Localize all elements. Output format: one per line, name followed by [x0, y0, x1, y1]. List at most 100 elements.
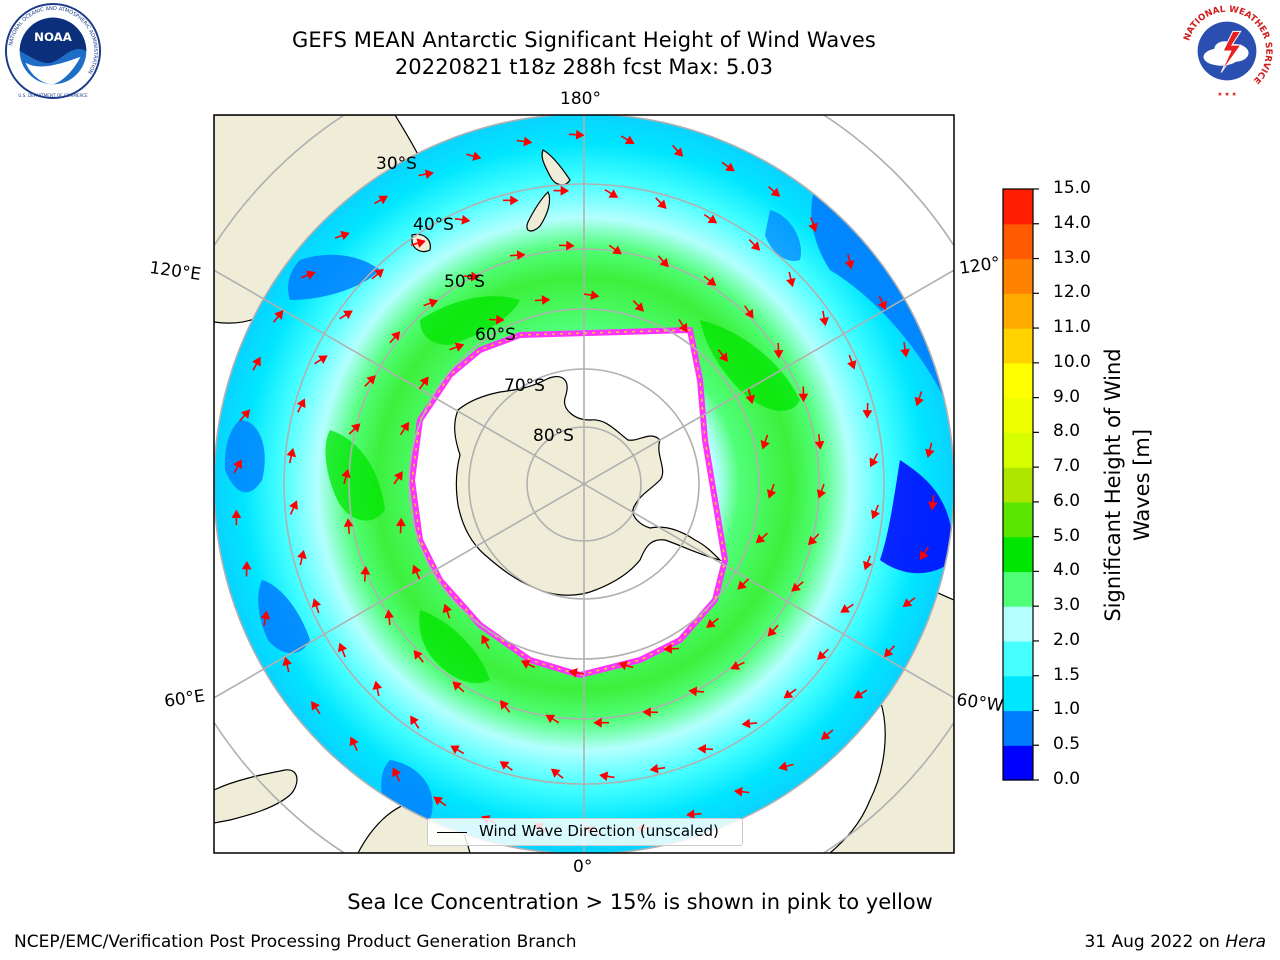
colorbar-border: [1002, 188, 1034, 781]
wave-direction-arrow: [786, 271, 796, 288]
footer-machine: Hera: [1225, 932, 1266, 952]
wave-direction-arrow: [348, 423, 361, 435]
wave-direction-arrow: [418, 376, 429, 390]
wave-direction-arrow: [703, 275, 717, 286]
colorbar-tick-label: 7.0: [1053, 456, 1081, 477]
colorbar-tick-label: 8.0: [1053, 421, 1081, 442]
wave-direction-arrow: [748, 239, 761, 251]
wave-direction-arrow: [688, 686, 704, 697]
wave-direction-arrow: [744, 305, 754, 319]
legend: Wind Wave Direction (unscaled): [427, 818, 743, 846]
wave-direction-arrow: [760, 434, 770, 450]
wave-direction-arrow: [520, 660, 536, 669]
footer-credit: NCEP/EMC/Verification Post Processing Pr…: [14, 932, 577, 952]
sea-ice-yellow-edge: [411, 329, 726, 676]
wave-direction-arrow: [433, 796, 447, 807]
wave-direction-arrow: [450, 745, 465, 755]
map-title: GEFS MEAN Antarctic Significant Height o…: [292, 28, 876, 52]
wave-direction-arrow: [360, 565, 371, 582]
colorbar-tick-label: 12.0: [1053, 282, 1091, 303]
wave-direction-arrow: [655, 197, 667, 209]
wave-direction-arrow: [663, 643, 680, 654]
colorbar-segment: [1003, 606, 1033, 642]
wave-direction-arrow: [686, 809, 702, 820]
wave-direction-arrow: [334, 230, 350, 241]
wave-direction-arrow: [412, 564, 421, 580]
colorbar-tick-label: 13.0: [1053, 247, 1091, 268]
wave-direction-arrow: [847, 354, 857, 370]
wave-direction-arrow: [300, 270, 316, 280]
wave-direction-arrow: [717, 349, 728, 362]
colorbar-segment: [1003, 189, 1033, 225]
colorbar-tick-label: 6.0: [1053, 490, 1081, 511]
plot-frame: [213, 114, 955, 854]
wave-direction-arrow: [452, 681, 465, 693]
sea-ice-note: Sea Ice Concentration > 15% is shown in …: [347, 890, 933, 914]
colorbar-segment: [1003, 571, 1033, 607]
wave-direction-arrow: [599, 771, 615, 782]
legend-line-swatch: [437, 832, 467, 833]
wave-direction-arrow: [364, 375, 376, 387]
wave-direction-arrow: [502, 195, 519, 206]
colorbar-segment: [1003, 432, 1033, 468]
svg-text:U.S. DEPARTMENT OF COMMERCE: U.S. DEPARTMENT OF COMMERCE: [18, 93, 88, 98]
wave-direction-arrow: [608, 244, 622, 255]
wave-direction-arrow: [649, 763, 666, 774]
wave-direction-arrow: [272, 310, 284, 323]
wave-direction-arrow: [869, 453, 879, 468]
wave-direction-arrow: [678, 319, 688, 333]
wave-direction-arrow: [919, 546, 929, 561]
wave-direction-arrow: [863, 555, 873, 571]
wave-direction-arrow: [233, 459, 242, 474]
lat-label-70s: 70°S: [504, 376, 545, 396]
colorbar-segment: [1003, 640, 1033, 677]
wave-direction-arrow: [341, 468, 351, 485]
wave-direction-arrow: [871, 504, 880, 520]
colorbar-tick-label: 10.0: [1053, 351, 1091, 372]
wave-direction-arrow: [395, 517, 406, 534]
colorbar-tick-label: 1.5: [1053, 664, 1081, 685]
wave-direction-arrow: [618, 660, 634, 671]
wave-direction-arrow: [374, 195, 388, 205]
colorbar-tick-label: 11.0: [1053, 317, 1091, 338]
wave-direction-arrow: [371, 268, 384, 280]
colorbar-segment: [1003, 745, 1033, 781]
wave-direction-arrow: [545, 714, 560, 724]
wave-direction-arrow: [767, 624, 779, 637]
wave-direction-arrow: [657, 255, 669, 268]
wave-direction-arrow: [311, 701, 321, 715]
colorbar-segment: [1003, 362, 1033, 399]
colorbar-segment: [1003, 293, 1033, 329]
colorbar-segment: [1003, 223, 1033, 260]
colorbar-tick-label: 0.5: [1053, 734, 1081, 755]
wave-direction-arrow: [928, 494, 938, 511]
graticule: [214, 115, 954, 853]
nws-logo: NATIONAL WEATHER SERVICE ★ ★ ★: [1179, 3, 1275, 98]
wave-direction-arrow: [814, 434, 825, 450]
wave-direction-arrow: [454, 214, 471, 225]
map-subtitle: 20220821 t18z 288h fcst Max: 5.03: [394, 55, 774, 79]
lat-label-60s: 60°S: [475, 325, 516, 345]
wave-direction-arrow: [816, 483, 827, 499]
wave-direction-arrow: [449, 342, 465, 352]
wave-direction-arrow: [807, 533, 820, 546]
colorbar-tick-label: 3.0: [1053, 595, 1081, 616]
wave-direction-arrow: [260, 610, 271, 626]
colorbar-segment: [1003, 710, 1033, 746]
wave-direction-arrow: [550, 768, 564, 779]
colorbar-segment: [1003, 328, 1033, 364]
colorbar-tick-label: 14.0: [1053, 212, 1091, 233]
colorbar-tick-label: 5.0: [1053, 525, 1081, 546]
wave-direction-arrow: [296, 398, 306, 413]
wave-direction-arrow: [282, 656, 292, 673]
footer-date: 31 Aug 2022 on Hera: [1084, 932, 1266, 952]
colorbar-tick-label: 4.0: [1053, 560, 1081, 581]
wave-direction-arrow: [604, 189, 619, 198]
wave-direction-arrow: [853, 689, 868, 699]
wave-direction-arrow: [766, 483, 777, 499]
wave-direction-arrow: [499, 761, 513, 771]
wave-direction-arrow: [900, 342, 910, 358]
wave-direction-arrow: [389, 331, 401, 344]
wave-direction-arrow: [568, 129, 585, 140]
wave-direction-arrow: [925, 442, 935, 458]
